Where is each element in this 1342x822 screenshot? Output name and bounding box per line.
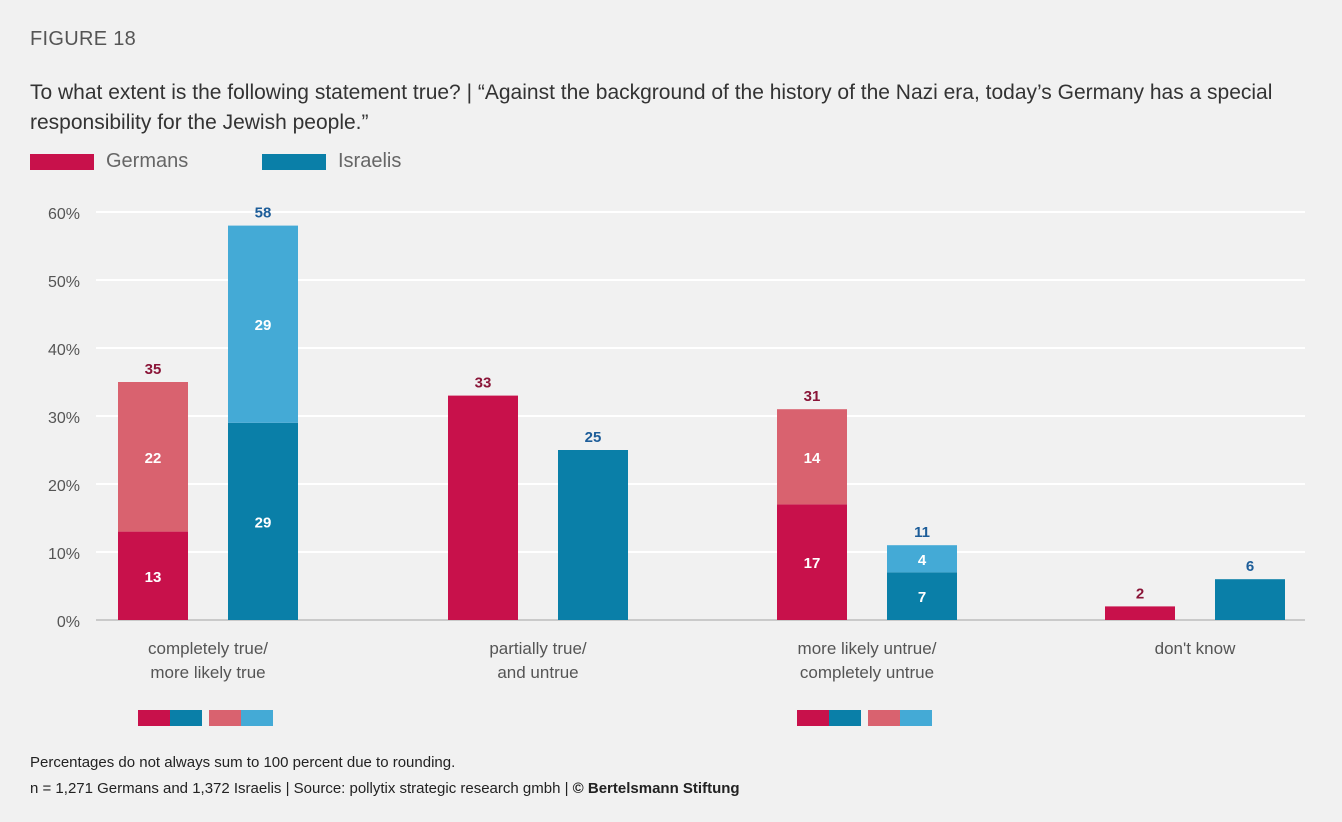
footnote-source: n = 1,271 Germans and 1,372 Israelis | S… [30, 776, 740, 802]
segment-key-swatch [209, 710, 241, 726]
bar-israelis-segment [228, 422, 298, 620]
footnote-rounding: Percentages do not always sum to 100 per… [30, 754, 456, 771]
bar-germans-segment [118, 382, 188, 532]
segment-value-label: 7 [918, 589, 926, 606]
segment-key-swatch [900, 710, 932, 726]
total-value-label: 58 [255, 205, 272, 222]
category-label: more likely true [150, 663, 265, 682]
segment-key-swatch [868, 710, 900, 726]
category-label: don't know [1155, 639, 1236, 658]
segment-key-swatch [241, 710, 273, 726]
total-value-label: 33 [475, 375, 492, 392]
segment-key-swatch [170, 710, 202, 726]
y-tick-label: 50% [48, 274, 80, 291]
legend-swatch-germans [30, 154, 94, 170]
legend-label-israelis: Israelis [338, 150, 402, 172]
y-tick-label: 40% [48, 342, 80, 359]
segment-key-swatch [138, 710, 170, 726]
total-value-label: 35 [145, 361, 162, 378]
figure-label: FIGURE 18 [30, 28, 137, 50]
y-tick-label: 30% [48, 410, 80, 427]
segment-value-label: 17 [804, 555, 821, 572]
bar-chart: 0% 10% 20% 30% 40% 50% 60% 13 22 35 29 29 58 complete… [48, 205, 1305, 726]
segment-value-label: 13 [145, 569, 162, 586]
category-label: completely true/ [148, 639, 268, 658]
segment-value-label: 14 [804, 450, 821, 467]
segment-value-label: 4 [918, 552, 927, 569]
y-tick-label: 10% [48, 546, 80, 563]
total-value-label: 31 [804, 388, 821, 405]
bar-israelis-segment [228, 225, 298, 423]
footnote-copyright: © Bertelsmann Stiftung [572, 780, 740, 797]
total-value-label: 11 [914, 524, 930, 541]
segment-key-swatch [829, 710, 861, 726]
y-tick-label: 20% [48, 478, 80, 495]
legend-label-germans: Germans [106, 150, 189, 172]
total-value-label: 6 [1246, 558, 1254, 575]
total-value-label: 2 [1136, 585, 1144, 602]
y-tick-label: 60% [48, 206, 80, 223]
bar-germans-segment [448, 395, 518, 620]
segment-key-swatch [797, 710, 829, 726]
bar-germans-segment [777, 409, 847, 505]
legend-swatch-israelis [262, 154, 326, 170]
segment-value-label: 22 [145, 450, 162, 467]
footnote-source-text: n = 1,271 Germans and 1,372 Israelis | S… [30, 780, 573, 797]
bar-germans-segment [118, 531, 188, 620]
bar-germans-segment [1105, 606, 1175, 620]
bar-germans-segment [777, 504, 847, 620]
segment-value-label: 29 [255, 317, 272, 334]
total-value-label: 25 [585, 429, 602, 446]
bar-israelis-segment [887, 545, 957, 573]
footnote: Percentages do not always sum to 100 per… [30, 750, 740, 802]
category-label: partially true/ [489, 639, 587, 658]
bar-israelis-segment [1215, 579, 1285, 620]
chart-title: To what extent is the following statemen… [30, 81, 1273, 134]
category-label: more likely untrue/ [798, 639, 937, 658]
category-label: and untrue [497, 663, 578, 682]
y-tick-label: 0% [57, 614, 80, 631]
segment-value-label: 29 [255, 514, 272, 531]
bar-israelis-segment [887, 572, 957, 620]
category-label: completely untrue [800, 663, 934, 682]
bar-israelis-segment [558, 450, 628, 620]
